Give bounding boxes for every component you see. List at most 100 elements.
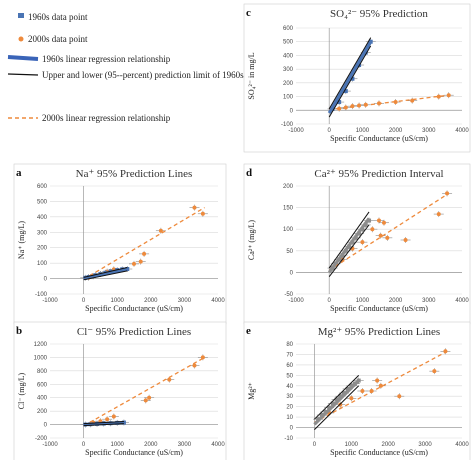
series-line-thick <box>313 379 360 426</box>
series-line-dash <box>83 356 205 427</box>
y-tick-label: 400 <box>37 396 48 402</box>
chart-title: Na⁺ 95% Prediction Lines <box>76 168 193 180</box>
x-tick-label: 0 <box>328 128 332 134</box>
series-line-thin <box>83 421 124 425</box>
y-tick-label: 600 <box>283 26 294 32</box>
y-tick-label: 200 <box>283 184 294 190</box>
legend-swatch-blue-point <box>18 13 24 18</box>
panel-letter: e <box>246 325 251 337</box>
x-tick-label: 0 <box>313 442 317 448</box>
x-tick-label: 2000 <box>389 128 403 134</box>
y-axis-label: Ca²⁺ (mg/L) <box>247 220 256 261</box>
series-line-thin <box>328 45 372 118</box>
legend-label: 1960s linear regression relationship <box>42 54 171 64</box>
legend-item-1960s-regression: 1960s linear regression relationship <box>7 54 171 64</box>
y-tick-label: 50 <box>286 249 293 255</box>
panel-letter: c <box>246 7 251 19</box>
chart-a: a Na⁺ 95% Prediction Lines-10001002003004… <box>13 163 227 325</box>
y-tick-label: 300 <box>283 67 294 73</box>
y-tick-label: 600 <box>37 382 48 388</box>
y-tick-label: 400 <box>283 53 294 59</box>
data-point-2000s <box>138 259 143 264</box>
data-point-2000s <box>349 396 354 401</box>
x-tick-label: 0 <box>82 298 86 304</box>
y-tick-label: 100 <box>283 227 294 233</box>
y-tick-label: 600 <box>37 184 48 190</box>
data-point-2000s <box>436 212 441 217</box>
chart-frame <box>13 321 227 460</box>
y-tick-label: -50 <box>284 292 293 298</box>
y-tick-label: 150 <box>283 206 294 212</box>
x-tick-label: 1000 <box>356 128 370 134</box>
x-tick-label: 1000 <box>356 298 370 304</box>
y-tick-label: 400 <box>37 215 48 221</box>
y-tick-label: -200 <box>35 436 48 442</box>
data-point-2000s <box>142 251 147 256</box>
x-tick-label: -1000 <box>288 298 304 304</box>
x-tick-label: 3000 <box>422 298 436 304</box>
x-tick-label: -1000 <box>42 442 58 448</box>
data-point-2000s <box>375 378 380 383</box>
panel-letter: b <box>16 325 22 337</box>
series-line-thin <box>83 423 124 427</box>
y-tick-label: 60 <box>286 363 293 369</box>
series-line-thick <box>327 40 373 114</box>
data-point-2000s <box>370 227 375 232</box>
x-axis-label: Specific Conductance (uS/cm) <box>330 134 428 143</box>
series-line-dash <box>329 94 449 111</box>
y-tick-label: 80 <box>286 342 293 348</box>
data-point-2000s <box>200 211 205 216</box>
legend-label: 2000s linear regression relationship <box>42 113 171 123</box>
y-tick-label: 200 <box>283 81 294 87</box>
y-tick-label: 0 <box>290 108 294 114</box>
panel-letter: d <box>246 167 252 179</box>
y-tick-label: 500 <box>283 40 294 46</box>
data-point-1960s <box>337 100 342 105</box>
series-line-thin <box>328 37 372 110</box>
data-point-2000s <box>378 383 383 388</box>
data-point-2000s <box>143 398 148 403</box>
data-point-2000s <box>192 205 197 210</box>
chart-frame <box>243 321 471 460</box>
x-tick-label: -1000 <box>42 298 58 304</box>
series-line-thick <box>83 420 124 427</box>
data-point-2000s <box>378 233 383 238</box>
legend-item-2000s-point: 2000s data point <box>18 34 88 44</box>
chart-b: b Cl⁻ 95% Prediction Lines -200 0 200 400 600 8… <box>13 321 227 460</box>
x-tick-label: 2000 <box>389 298 403 304</box>
data-point-1960s <box>343 89 348 94</box>
series-line-thin <box>328 211 370 269</box>
chart-title: Mg²⁺ 95% Prediction Lines <box>318 326 440 338</box>
data-point-2000s <box>158 228 163 233</box>
y-tick-label: 70 <box>286 352 293 358</box>
chart-d: d Ca²⁺ 95% Prediction Interval -50 0 50 100 15… <box>243 163 471 325</box>
data-point-1960s <box>350 76 355 81</box>
legend-swatch-orange-point <box>18 36 24 42</box>
y-tick-label: -100 <box>35 292 48 298</box>
data-point-2000s <box>381 220 386 225</box>
data-point-1960s <box>334 397 339 402</box>
legend-label: Upper and lower (95--percent) prediction… <box>42 70 261 80</box>
data-point-1960s <box>345 386 350 391</box>
data-point-2000s <box>360 389 365 393</box>
chart-frame <box>13 163 227 325</box>
data-point-2000s <box>403 238 408 242</box>
y-axis-label: SO₄²⁻ in mg/L <box>247 52 256 99</box>
y-tick-label: 0 <box>290 270 294 276</box>
y-tick-label: 100 <box>37 261 48 267</box>
series-line-thick <box>83 267 128 281</box>
data-point-2000s <box>105 417 110 422</box>
x-tick-label: 4000 <box>455 128 469 134</box>
x-tick-label: 2000 <box>382 442 396 448</box>
series-line-thin <box>83 266 128 278</box>
chart-e: e Mg²⁺ 95% Prediction Lines -10 0 10 20 30 40 50… <box>243 321 471 460</box>
y-tick-label: 100 <box>283 95 294 101</box>
x-tick-label: 4000 <box>455 442 469 448</box>
x-tick-label: 0 <box>82 442 86 448</box>
x-tick-label: 0 <box>328 298 332 304</box>
x-tick-label: 3000 <box>418 442 432 448</box>
x-tick-label: 4000 <box>455 298 469 304</box>
data-point-2000s <box>360 240 365 245</box>
x-axis-label: Specific Conductance (uS/cm) <box>330 304 428 313</box>
